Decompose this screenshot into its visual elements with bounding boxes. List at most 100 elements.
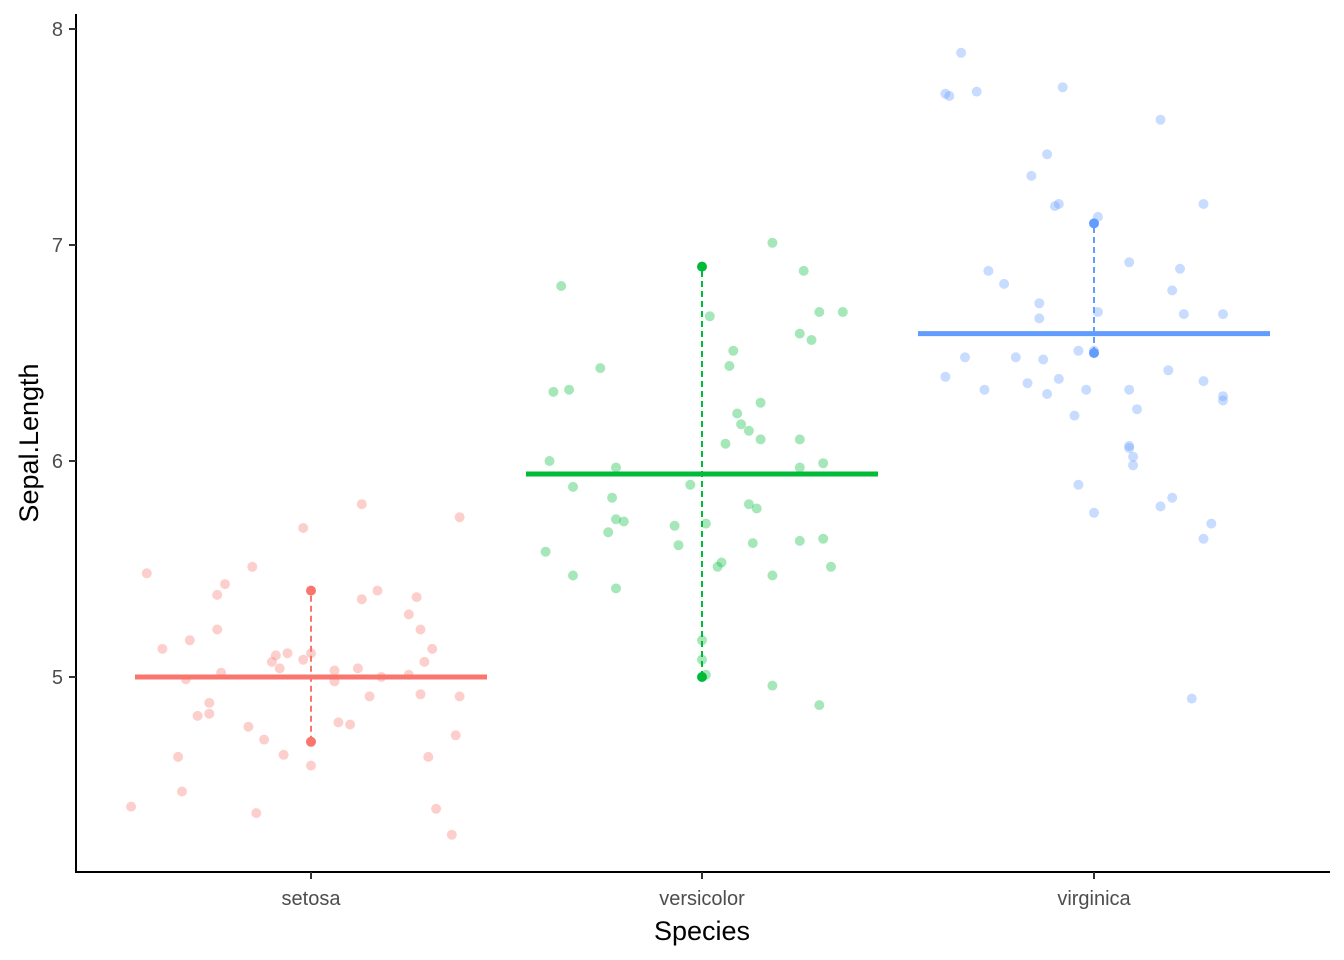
data-point (243, 721, 254, 732)
data-point (403, 609, 414, 620)
data-point (1218, 391, 1228, 402)
data-point (454, 512, 465, 523)
data-point (1163, 365, 1174, 376)
data-point (1198, 199, 1209, 209)
data-point (716, 557, 727, 568)
data-point (685, 479, 696, 490)
data-point (352, 663, 363, 674)
data-point (1081, 384, 1092, 395)
data-point (157, 643, 168, 654)
data-point (814, 700, 825, 711)
data-point (1128, 451, 1139, 462)
data-point (126, 801, 137, 812)
data-point (1198, 533, 1209, 544)
data-point (192, 710, 203, 721)
data-point (1092, 307, 1103, 317)
data-point (1132, 404, 1142, 415)
data-point (724, 361, 735, 371)
data-point (751, 503, 762, 514)
data-point (794, 434, 805, 445)
interval-endpoint (1089, 218, 1099, 229)
data-point (564, 384, 575, 395)
data-point (755, 397, 766, 408)
y-tick-label: 5 (52, 667, 63, 689)
data-point (1124, 440, 1135, 451)
data-point (806, 335, 817, 345)
series-setosa (126, 499, 487, 840)
data-point (556, 281, 567, 291)
data-point (247, 561, 258, 572)
data-point (1178, 309, 1189, 320)
data-point (415, 689, 426, 700)
data-point (818, 458, 829, 469)
series-virginica (918, 47, 1270, 704)
data-point (411, 592, 422, 603)
data-point (1042, 389, 1053, 399)
data-point (669, 520, 680, 531)
x-tick-label: virginica (1057, 888, 1131, 910)
interval-endpoint (306, 585, 316, 596)
data-point (1053, 199, 1064, 209)
data-point (333, 717, 344, 728)
series-versicolor (526, 237, 878, 711)
data-point (704, 311, 715, 322)
data-point (794, 328, 805, 339)
data-point (1073, 345, 1084, 356)
data-point (1167, 285, 1178, 296)
data-point (454, 691, 465, 702)
data-point (544, 456, 555, 466)
data-point (607, 492, 618, 503)
data-point (204, 697, 215, 708)
data-point (736, 419, 747, 430)
data-point (767, 237, 778, 248)
data-point (356, 499, 367, 510)
data-point (960, 352, 970, 363)
data-point (611, 583, 621, 594)
data-point (940, 371, 951, 382)
data-point (1218, 395, 1228, 406)
data-point (364, 691, 375, 702)
interval-endpoint (697, 261, 707, 272)
data-point (270, 650, 281, 661)
data-point (1089, 507, 1099, 518)
data-point (1034, 313, 1045, 324)
data-point (728, 345, 739, 356)
x-tick-label: setosa (282, 888, 342, 910)
interval-endpoint (697, 672, 707, 682)
data-point (415, 624, 426, 635)
data-point (446, 829, 457, 840)
data-point (329, 665, 340, 676)
data-point (1218, 309, 1228, 320)
x-axis-title: Species (654, 916, 750, 946)
data-point (1053, 373, 1064, 384)
data-point (673, 540, 684, 551)
data-point (282, 648, 293, 659)
y-tick-label: 7 (52, 235, 63, 257)
data-point (826, 561, 836, 572)
data-point (618, 516, 629, 527)
y-axis-title: Sepal.Length (14, 363, 44, 522)
data-point (184, 635, 195, 646)
data-point (1175, 263, 1185, 274)
plot-area (126, 47, 1270, 840)
data-point (697, 654, 707, 665)
data-point (940, 88, 951, 99)
data-point (755, 434, 766, 445)
data-point (818, 533, 829, 544)
data-point (1026, 170, 1037, 181)
data-point (173, 751, 184, 762)
data-point (979, 384, 990, 395)
data-point (419, 656, 430, 667)
data-point (1198, 376, 1209, 387)
data-point (212, 589, 223, 600)
data-point (1124, 384, 1135, 395)
data-point (1124, 443, 1135, 453)
data-point (423, 751, 434, 762)
data-point (1155, 114, 1166, 125)
data-point (1124, 257, 1135, 268)
data-point (697, 635, 707, 646)
data-point (540, 546, 551, 557)
data-point (356, 594, 367, 605)
